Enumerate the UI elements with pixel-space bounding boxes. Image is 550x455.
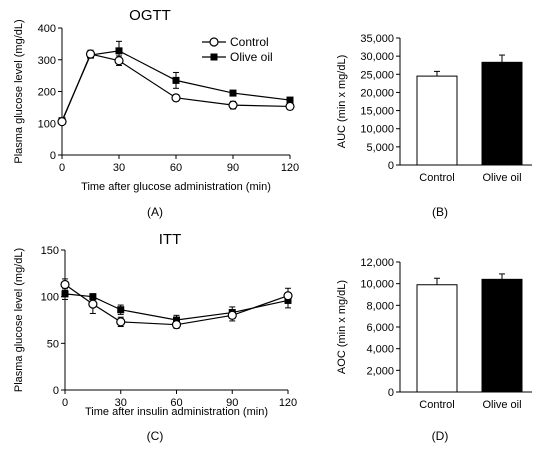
y-tick-label: 8,000 [366,300,394,312]
x-axis-label: Time after insulin administration (min) [85,406,268,418]
data-point-control [116,317,126,327]
data-point-olive-oil [117,306,125,314]
y-tick-label: 150 [41,245,59,257]
chart-title: OGTT [129,7,171,24]
data-point-control [88,299,98,309]
x-tick-label: 60 [170,162,182,174]
y-tick-label: 300 [38,55,56,67]
x-tick-label: 30 [115,397,127,409]
y-tick-label: 100 [38,118,56,130]
x-tick-label: 30 [113,162,125,174]
y-tick-label: 10,000 [360,279,394,291]
chart-title: ITT [159,231,182,248]
data-point-control [228,100,238,110]
legend-label: Control [230,35,269,49]
y-tick-label: 6,000 [366,322,394,334]
legend-entry-control: Control [202,35,269,49]
y-axis-label: AOC (min x mg/dL) [336,280,348,374]
x-axis-label: Time after glucose administration (min) [81,181,271,193]
data-point-control [285,101,295,112]
y-tick-label: 100 [41,292,59,304]
panel-label: (D) [432,429,449,443]
y-tick-label: 400 [38,23,56,35]
y-axis-label: AUC (min x mg/dL) [336,55,348,149]
x-tick-label: 0 [59,162,65,174]
y-tick-label: 5,000 [366,142,394,154]
x-tick-label: 0 [62,397,68,409]
y-axis-label: Plasma glucose level (mg/dL) [13,248,25,392]
y-tick-label: 2,000 [366,365,394,377]
y-tick-label: 10,000 [360,124,394,136]
panel-label: (A) [147,205,163,219]
y-tick-label: 15,000 [360,106,394,118]
series-line-olive-oil [64,293,289,321]
panel-d: 0 2,000 4,000 6,000 8,000 10,000 12,000 AOC (mi… [336,257,532,443]
x-tick-label: 120 [281,162,299,174]
legend-label: Olive oil [230,50,273,64]
y-tick-label: 0 [50,150,56,162]
panel-label: (B) [432,205,448,219]
x-tick-label: 60 [170,397,182,409]
category-label: Control [419,172,454,184]
bar-olive-oil [481,278,523,393]
data-point-olive-oil [61,290,69,298]
category-label: Control [419,399,454,411]
data-point-control [171,93,181,103]
x-tick-label: 120 [279,397,297,409]
data-point-control [171,320,182,330]
legend-entry-olive-oil: Olive oil [202,50,273,64]
data-point-control [283,291,293,301]
data-point-control [85,49,96,59]
y-tick-label: 12,000 [360,257,394,269]
bar-olive-oil [481,61,523,166]
y-tick-label: 0 [388,387,394,399]
panel-b: 0 5,000 10,000 15,000 20,000 25,000 30,000 35,0… [336,33,532,219]
bar-control [416,284,458,393]
data-point-control [227,310,237,320]
data-point-olive-oil [229,89,237,97]
data-point-control [114,56,124,66]
y-tick-label: 200 [38,87,56,99]
y-tick-label: 4,000 [366,344,394,356]
data-point-olive-oil [172,76,180,84]
y-tick-label: 20,000 [360,87,394,99]
data-point-olive-oil [173,316,180,324]
category-label: Olive oil [482,172,521,184]
series-line-control [64,284,289,326]
panel-label: (C) [147,429,164,443]
data-point-control [209,37,219,47]
y-tick-label: 35,000 [360,33,394,45]
y-axis-label: Plasma glucose level (mg/dL) [13,19,25,163]
data-point-olive-oil [115,47,123,55]
x-tick-label: 90 [226,397,238,409]
y-tick-label: 25,000 [360,69,394,81]
bar-control [416,75,458,166]
data-point-olive-oil [286,96,294,104]
y-tick-label: 0 [53,385,59,397]
x-tick-label: 90 [227,162,239,174]
y-tick-label: 0 [388,160,394,172]
data-point-control [57,117,67,127]
y-tick-label: 50 [47,338,59,350]
y-tick-label: 30,000 [360,51,394,63]
data-point-control [60,279,70,290]
series-line-control [61,53,291,122]
category-label: Olive oil [482,399,521,411]
data-point-olive-oil [210,53,218,61]
panel-c: ITT 0 50 100 150 Plasma glucose level (mg/dL)… [13,231,297,443]
